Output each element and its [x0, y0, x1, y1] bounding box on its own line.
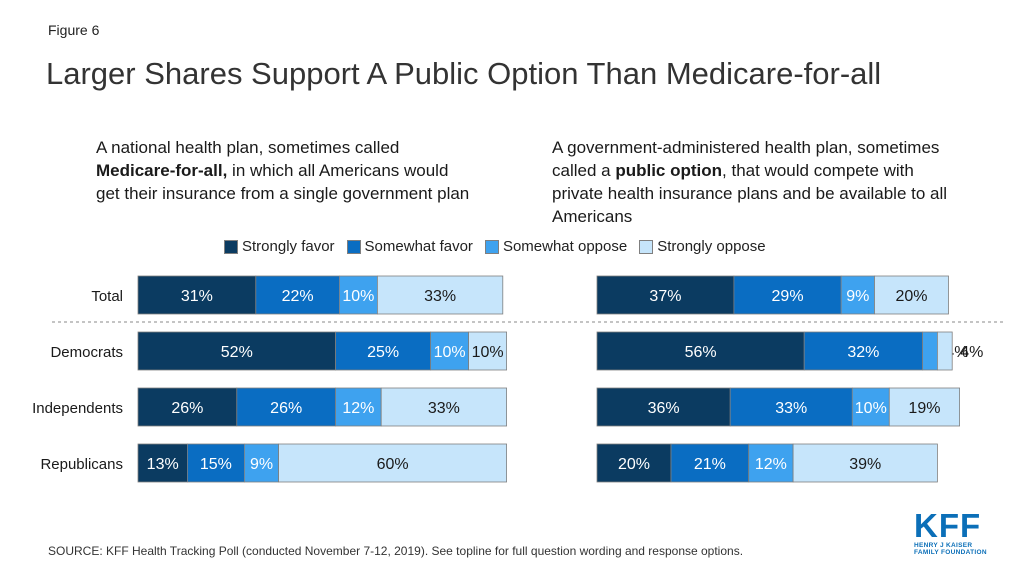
category-label-republicans: Republicans: [40, 456, 123, 473]
data-label-strongly-oppose: 60%: [377, 456, 409, 473]
page-title: Larger Shares Support A Public Option Th…: [46, 56, 882, 91]
data-label-strongly-oppose: 33%: [424, 288, 456, 305]
bar-segment-somewhat-oppose: [430, 331, 470, 371]
data-label-somewhat-favor: 15%: [200, 456, 232, 473]
data-label-strongly-favor: 31%: [181, 288, 213, 305]
figure-label: Figure 6: [48, 22, 100, 38]
bar-segment-somewhat-oppose: [922, 331, 938, 371]
bar-segment-somewhat-favor: [186, 443, 245, 483]
data-label-strongly-oppose: 4%: [960, 344, 983, 361]
bar-segment-strongly-oppose: [468, 331, 508, 371]
data-label-strongly-oppose: 19%: [908, 400, 940, 417]
data-label-somewhat-oppose: 10%: [855, 400, 887, 417]
left-panel-line: A national health plan, sometimes called: [96, 138, 400, 157]
logo-subtext: FAMILY FOUNDATION: [914, 549, 987, 556]
bar-segment-somewhat-favor: [803, 331, 924, 371]
left-panel-line: Medicare-for-all, in which all Americans…: [96, 159, 526, 182]
data-label-strongly-favor: 37%: [649, 288, 681, 305]
left-panel-line: get their insurance from a single govern…: [96, 184, 470, 203]
bar-segment-strongly-favor: [596, 331, 805, 371]
data-label-somewhat-favor: 25%: [367, 344, 399, 361]
data-label-strongly-oppose: 20%: [895, 288, 927, 305]
data-label-somewhat-oppose: 9%: [846, 288, 869, 305]
bar-segment-strongly-oppose: [278, 443, 508, 483]
data-label-strongly-oppose: 33%: [428, 400, 460, 417]
bar-segment-somewhat-oppose: [851, 387, 890, 427]
data-label-somewhat-oppose: 12%: [755, 456, 787, 473]
bar-segment-somewhat-favor: [729, 387, 853, 427]
bar-segment-somewhat-oppose: [338, 275, 378, 315]
bar-segment-strongly-favor: [137, 275, 257, 315]
data-label-somewhat-favor: 33%: [775, 400, 807, 417]
right-panel-line: called a public option, that would compe…: [552, 159, 1012, 182]
left-panel-bold: Medicare-for-all,: [96, 161, 228, 180]
bar-segment-strongly-oppose: [874, 275, 949, 315]
right-panel-line: A government-administered health plan, s…: [552, 138, 940, 157]
logo-mark: KFF: [914, 507, 982, 544]
bar-segment-strongly-favor: [137, 443, 188, 483]
bar-segment-strongly-favor: [137, 331, 337, 371]
data-label-strongly-favor: 56%: [685, 344, 717, 361]
legend-item-somewhat-oppose: Somewhat oppose: [484, 238, 628, 255]
data-label-somewhat-favor: 32%: [847, 344, 879, 361]
data-label-strongly-favor: 36%: [648, 400, 680, 417]
bar-segment-strongly-favor: [596, 275, 735, 315]
bar-segment-strongly-oppose: [937, 331, 953, 371]
legend-item-strongly-oppose: Strongly oppose: [639, 238, 766, 255]
legend-label: Strongly favor: [242, 238, 335, 255]
bar-segment-strongly-favor: [137, 387, 238, 427]
data-label-somewhat-favor: 22%: [282, 288, 314, 305]
right-panel-title: A government-administered health plan, s…: [552, 136, 1012, 228]
right-panel-line: private health insurance plans and be av…: [552, 184, 948, 203]
right-panel-rest: , that would compete with: [722, 161, 914, 180]
legend-swatch-strongly-oppose: [639, 239, 654, 254]
legend-swatch-somewhat-oppose: [484, 239, 499, 254]
category-label-independents: Independents: [32, 400, 123, 417]
data-label-strongly-favor: 20%: [618, 456, 650, 473]
data-label-strongly-favor: 52%: [221, 344, 253, 361]
left-panel-title: A national health plan, sometimes called…: [96, 136, 526, 205]
legend-swatch-somewhat-favor: [346, 239, 361, 254]
legend-item-somewhat-favor: Somewhat favor: [346, 238, 473, 255]
category-label-total: Total: [91, 288, 123, 305]
legend-label: Strongly oppose: [657, 238, 766, 255]
data-label-strongly-oppose: 10%: [472, 344, 504, 361]
right-panel-bold: public option: [615, 161, 723, 180]
right-panel-line: Americans: [552, 207, 633, 226]
chart-legend: Strongly favor Somewhat favor Somewhat o…: [224, 238, 778, 255]
legend-swatch-strongly-favor: [224, 239, 238, 254]
bar-segment-strongly-favor: [596, 387, 731, 427]
data-label-somewhat-favor: 26%: [270, 400, 302, 417]
legend-label: Somewhat oppose: [502, 238, 628, 255]
bar-segment-strongly-oppose: [376, 275, 504, 315]
bar-segment-somewhat-favor: [733, 275, 842, 315]
category-label-democrats: Democrats: [50, 344, 123, 361]
data-label-strongly-oppose: 39%: [849, 456, 881, 473]
data-label-somewhat-oppose: 10%: [434, 344, 466, 361]
bar-segment-strongly-favor: [596, 443, 672, 483]
bar-segment-somewhat-oppose: [335, 387, 382, 427]
data-label-somewhat-oppose: 9%: [250, 456, 273, 473]
bar-segment-somewhat-oppose: [243, 443, 279, 483]
bar-segment-somewhat-oppose: [748, 443, 794, 483]
bar-segment-strongly-oppose: [380, 387, 508, 427]
data-label-somewhat-oppose: 12%: [342, 400, 374, 417]
bar-segment-strongly-oppose: [792, 443, 938, 483]
data-label-strongly-favor: 13%: [147, 456, 179, 473]
data-label-somewhat-oppose: 10%: [342, 288, 374, 305]
kff-logo: KFF HENRY J KAISER FAMILY FOUNDATION: [914, 507, 1004, 556]
right-panel-pre: called a: [552, 161, 616, 180]
data-label-strongly-favor: 26%: [171, 400, 203, 417]
data-label-somewhat-favor: 21%: [694, 456, 726, 473]
logo-subtext: HENRY J KAISER: [914, 542, 973, 549]
legend-item-strongly-favor: Strongly favor: [224, 238, 335, 255]
source-note: SOURCE: KFF Health Tracking Poll (conduc…: [48, 544, 744, 558]
bar-segment-strongly-oppose: [888, 387, 960, 427]
legend-label: Somewhat favor: [364, 238, 473, 255]
left-panel-rest: in which all Americans would: [227, 161, 449, 180]
bar-segment-somewhat-favor: [335, 331, 432, 371]
data-label-somewhat-favor: 29%: [772, 288, 804, 305]
bar-segment-somewhat-favor: [255, 275, 340, 315]
